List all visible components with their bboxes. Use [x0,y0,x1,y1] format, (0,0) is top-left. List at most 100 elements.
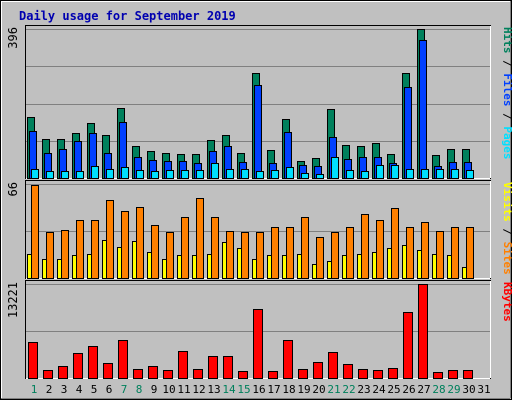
hits-files-pages-legend-text: Hits / Files / Pages [501,27,512,160]
hits-files-pages-legend: Hits / Files / Pages [501,27,512,160]
day-label: 7 [121,383,128,396]
hits-legend-label: Hits [501,27,512,54]
sites-bar [181,217,189,279]
kbytes-bar [298,369,308,379]
kbytes-bar [388,368,398,379]
kbytes-bar [403,312,413,379]
sites-bar [76,220,84,279]
kbytes-bar [178,351,188,379]
kbytes-bar [88,346,98,379]
pages-bar [196,170,204,179]
day-label: 9 [151,383,158,396]
pages-bar [211,163,219,179]
sites-bar [286,227,294,279]
day-label: 28 [432,383,445,396]
day-label: 4 [76,383,83,396]
pages-bar [121,167,129,179]
day-label: 29 [447,383,460,396]
kbytes-bar [148,366,158,379]
kbytes-bar [193,369,203,379]
sites-bar [466,227,474,279]
day-label: 11 [177,383,190,396]
pages-bar [136,170,144,179]
files-legend-label: Files [501,73,512,106]
sites-bar [31,185,39,279]
pages-bar [466,170,474,179]
day-label: 17 [267,383,280,396]
day-label: 25 [387,383,400,396]
sites-bar [61,230,69,279]
day-label: 14 [222,383,236,396]
kbytes-bar [448,370,458,379]
day-label: 13 [207,383,220,396]
chart-panels: 396 Hits / Files / Pages 66 Visits / Sites 1… [6,25,512,379]
visits-sites-legend: Visits / Sites [501,182,512,275]
pages-bar [46,171,54,179]
sites-bar [151,225,159,279]
pages-bar [61,171,69,179]
sites-bar [391,208,399,279]
pages-bar [331,157,339,179]
kbytes-bar [73,353,83,379]
kbytes-bar [223,356,233,379]
pages-bar [166,170,174,179]
kbytes-bar [358,369,368,379]
pages-bar [406,169,414,179]
pages-bar [151,171,159,179]
sites-bar [121,211,129,279]
sites-bar [376,220,384,279]
pages-legend-label: Pages [501,126,512,159]
day-label: 26 [402,383,415,396]
day-label: 31 [477,383,490,396]
visits-legend-label: Visits [501,182,512,222]
day-label: 10 [162,383,175,396]
sites-bar [406,227,414,279]
pages-bar [106,169,114,179]
day-label: 21 [327,383,340,396]
visits-panel-y-max-label: 66 [6,182,20,196]
sites-bar [91,220,99,279]
sites-legend-label: Sites [501,242,512,275]
day-label: 3 [61,383,68,396]
kbytes-bar [118,340,128,379]
kbytes-bar [103,363,113,379]
kbytes-bar [328,352,338,379]
files-bar [419,40,427,179]
day-label: 16 [252,383,265,396]
pages-bar [451,169,459,179]
day-label: 30 [462,383,475,396]
sites-bar [166,232,174,279]
pages-bar [421,169,429,179]
pages-bar [286,167,294,179]
day-label: 5 [91,383,98,396]
sites-bar [331,232,339,279]
kbytes-legend-text: KBytes [501,282,512,322]
sites-bar [271,227,279,279]
sites-bar [316,237,324,279]
pages-bar [76,171,84,179]
sites-bar [346,227,354,279]
pages-bar [391,165,399,179]
sites-bar [256,232,264,279]
sites-bar [136,207,144,279]
day-label: 20 [312,383,325,396]
kbytes-bar [163,370,173,379]
kbytes-bar [268,371,278,379]
sites-bar [196,198,204,279]
pages-bar [376,165,384,179]
kbytes-bar [58,366,68,379]
kbytes-bar [343,364,353,379]
sites-bar [211,217,219,279]
kbytes-legend: KBytes [501,282,512,322]
day-label: 1 [31,383,38,396]
day-label: 15 [237,383,250,396]
sites-bar [106,200,114,279]
files-bar [254,85,262,179]
visits-sites-legend-text: Visits / Sites [501,182,512,275]
day-label: 2 [46,383,53,396]
day-label: 12 [192,383,205,396]
kbytes-legend-label: KBytes [501,282,512,322]
kbytes-bar [253,309,263,379]
sites-bar [421,222,429,279]
kbytes-bar [28,342,38,379]
